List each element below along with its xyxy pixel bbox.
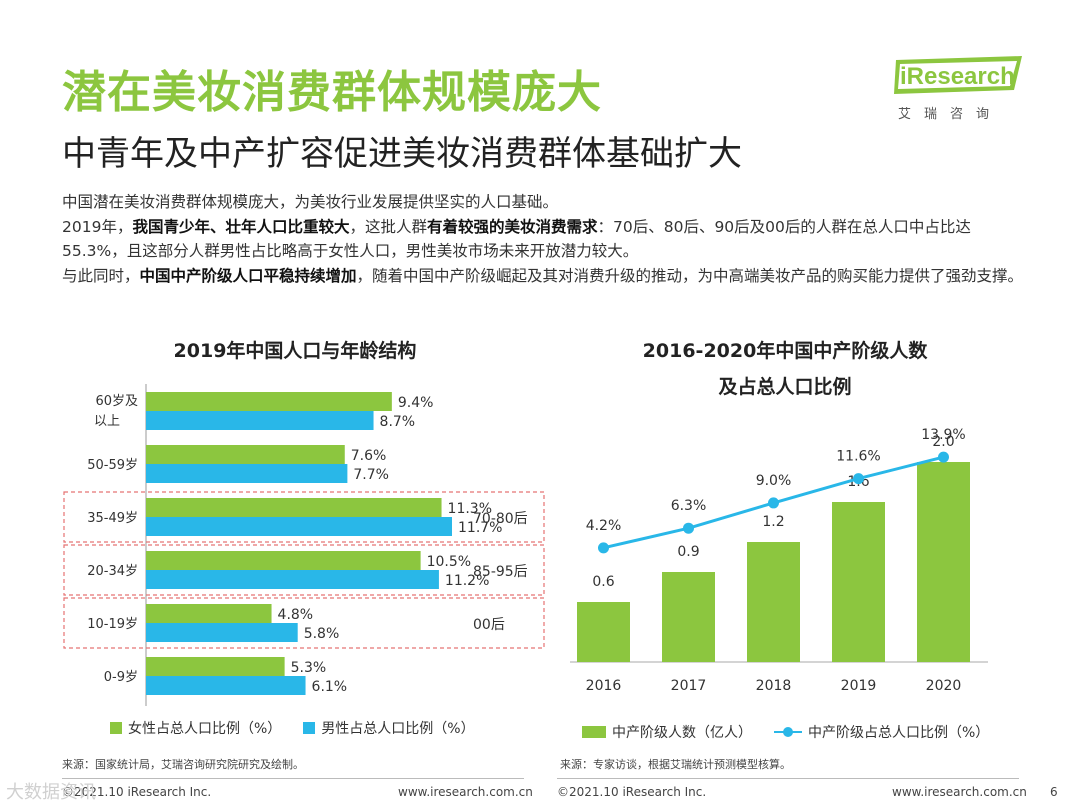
ratio-point	[853, 473, 864, 485]
category-label: 10-19岁	[87, 617, 138, 632]
bar-value-label: 0.6	[592, 574, 614, 590]
intro-paragraph-1: 中国潜在美妆消费群体规模庞大，为美妆行业发展提供坚实的人口基础。	[62, 193, 559, 211]
female-bar	[146, 445, 345, 464]
ratio-value-label: 11.6%	[836, 449, 880, 465]
intro-paragraph-2: 2019年，我国青少年、壮年人口比重较大，这批人群有着较强的美妆消费需求：70后…	[62, 217, 971, 261]
ratio-point	[768, 497, 779, 509]
x-tick-label: 2017	[671, 678, 707, 694]
middle-class-bar	[662, 572, 715, 662]
x-tick-label: 2020	[926, 678, 962, 694]
intro-paragraph-3: 与此同时，中国中产阶级人口平稳持续增加，随着中国中产阶级崛起及其对消费升级的推动…	[62, 266, 1024, 285]
female-value-label: 7.6%	[351, 448, 387, 464]
left-chart-title: 2019年中国人口与年龄结构	[173, 340, 417, 362]
male-value-label: 6.1%	[312, 679, 348, 695]
male-value-label: 8.7%	[380, 414, 416, 430]
category-label: 50-59岁	[87, 458, 138, 473]
legend-male: 男性占总人口比例（%）	[303, 718, 475, 738]
left-source: 来源：国家统计局，艾瑞咨询研究院研究及绘制。	[62, 758, 304, 771]
male-value-label: 11.7%	[458, 520, 502, 536]
footer-divider-left	[62, 778, 524, 779]
right-chart-legend: 中产阶级人数（亿人） 中产阶级占总人口比例（%）	[582, 722, 1011, 742]
ratio-value-label: 4.2%	[586, 518, 622, 534]
legend-female: 女性占总人口比例（%）	[110, 718, 281, 738]
ratio-value-label: 13.9%	[921, 427, 965, 443]
ratio-point	[938, 451, 949, 463]
logo-subtext: 艾瑞咨询	[898, 107, 1003, 122]
footer-divider-right	[557, 778, 1019, 779]
female-bar	[146, 604, 272, 623]
annotation-box	[63, 597, 545, 649]
bar-value-label: 0.9	[677, 544, 699, 560]
bar-value-label: 2.0	[932, 434, 954, 450]
iresearch-logo: iResearch 艾瑞咨询	[892, 56, 1032, 126]
female-bar	[146, 498, 442, 517]
female-value-label: 10.5%	[427, 554, 471, 570]
x-tick-label: 2018	[756, 678, 792, 694]
left-chart-legend: 女性占总人口比例（%） 男性占总人口比例（%）	[110, 718, 497, 738]
female-bar	[146, 551, 421, 570]
female-value-label: 9.4%	[398, 395, 434, 411]
middle-class-chart: 0.620160.920171.220181.620192.020204.2%6…	[570, 427, 988, 694]
male-bar	[146, 464, 348, 483]
middle-class-bar	[747, 542, 800, 662]
logo-text: iResearch	[900, 63, 1015, 90]
female-value-label: 5.3%	[291, 660, 327, 676]
logo-mark-icon	[894, 56, 1022, 94]
middle-class-bar	[917, 462, 970, 662]
legend-middle-class-count: 中产阶级人数（亿人）	[582, 722, 752, 742]
female-bar	[146, 392, 392, 411]
annotation-label: 00后	[473, 617, 505, 633]
intro-highlight: 中国中产阶级人口平稳持续增加	[139, 266, 357, 285]
annotation-label: 70-80后	[473, 511, 528, 527]
page-subtitle: 中青年及中产扩容促进美妆消费群体基础扩大	[62, 134, 742, 174]
legend-middle-class-ratio: 中产阶级占总人口比例（%）	[774, 722, 989, 742]
male-bar	[146, 623, 298, 642]
category-label: 35-49岁	[87, 511, 138, 526]
category-label: 20-34岁	[87, 564, 138, 579]
middle-class-bar	[832, 502, 885, 662]
male-value-label: 11.2%	[445, 573, 489, 589]
right-chart-title-line2: 及占总人口比例	[718, 376, 852, 398]
intro-highlight: 有着较强的美妆消费需求	[426, 217, 598, 236]
male-value-label: 7.7%	[353, 467, 389, 483]
ratio-value-label: 6.3%	[671, 498, 707, 514]
male-bar	[146, 517, 452, 536]
page-title: 潜在美妆消费群体规模庞大	[62, 67, 602, 118]
intro-highlight: 我国青少年、壮年人口比重较大	[132, 217, 350, 236]
female-value-label: 4.8%	[278, 607, 314, 623]
male-bar	[146, 411, 374, 430]
category-label: 0-9岁	[104, 670, 138, 685]
footer-copyright-right: ©2021.10 iResearch Inc.	[557, 785, 707, 799]
page-number: 6	[1050, 785, 1058, 799]
ratio-point	[598, 542, 609, 554]
female-value-label: 11.3%	[448, 501, 492, 517]
x-tick-label: 2019	[841, 678, 877, 694]
bar-value-label: 1.2	[762, 514, 784, 530]
footer-url-left[interactable]: www.iresearch.com.cn	[398, 785, 533, 799]
annotation-label: 85-95后	[473, 564, 528, 580]
ratio-point	[683, 522, 694, 534]
right-source: 来源：专家访谈，根据艾瑞统计预测模型核算。	[560, 758, 791, 771]
footer-url-right[interactable]: www.iresearch.com.cn	[892, 785, 1027, 799]
ratio-value-label: 9.0%	[756, 473, 792, 489]
footer-copyright-left: ©2021.10 iResearch Inc.	[62, 785, 212, 799]
watermark: 大数据资讯	[6, 782, 96, 803]
female-bar	[146, 657, 285, 676]
x-tick-label: 2016	[586, 678, 622, 694]
category-label: 以上	[94, 414, 120, 429]
male-bar	[146, 676, 306, 695]
annotation-box	[63, 544, 545, 596]
intro-text: 中国潜在美妆消费群体规模庞大，为美妆行业发展提供坚实的人口基础。 2019年，我…	[62, 190, 1024, 288]
annotation-box	[63, 491, 545, 543]
middle-class-bar	[577, 602, 630, 662]
male-bar	[146, 570, 439, 589]
male-value-label: 5.8%	[304, 626, 340, 642]
right-chart-title-line1: 2016-2020年中国中产阶级人数	[642, 340, 928, 362]
category-label: 60岁及	[95, 394, 138, 409]
